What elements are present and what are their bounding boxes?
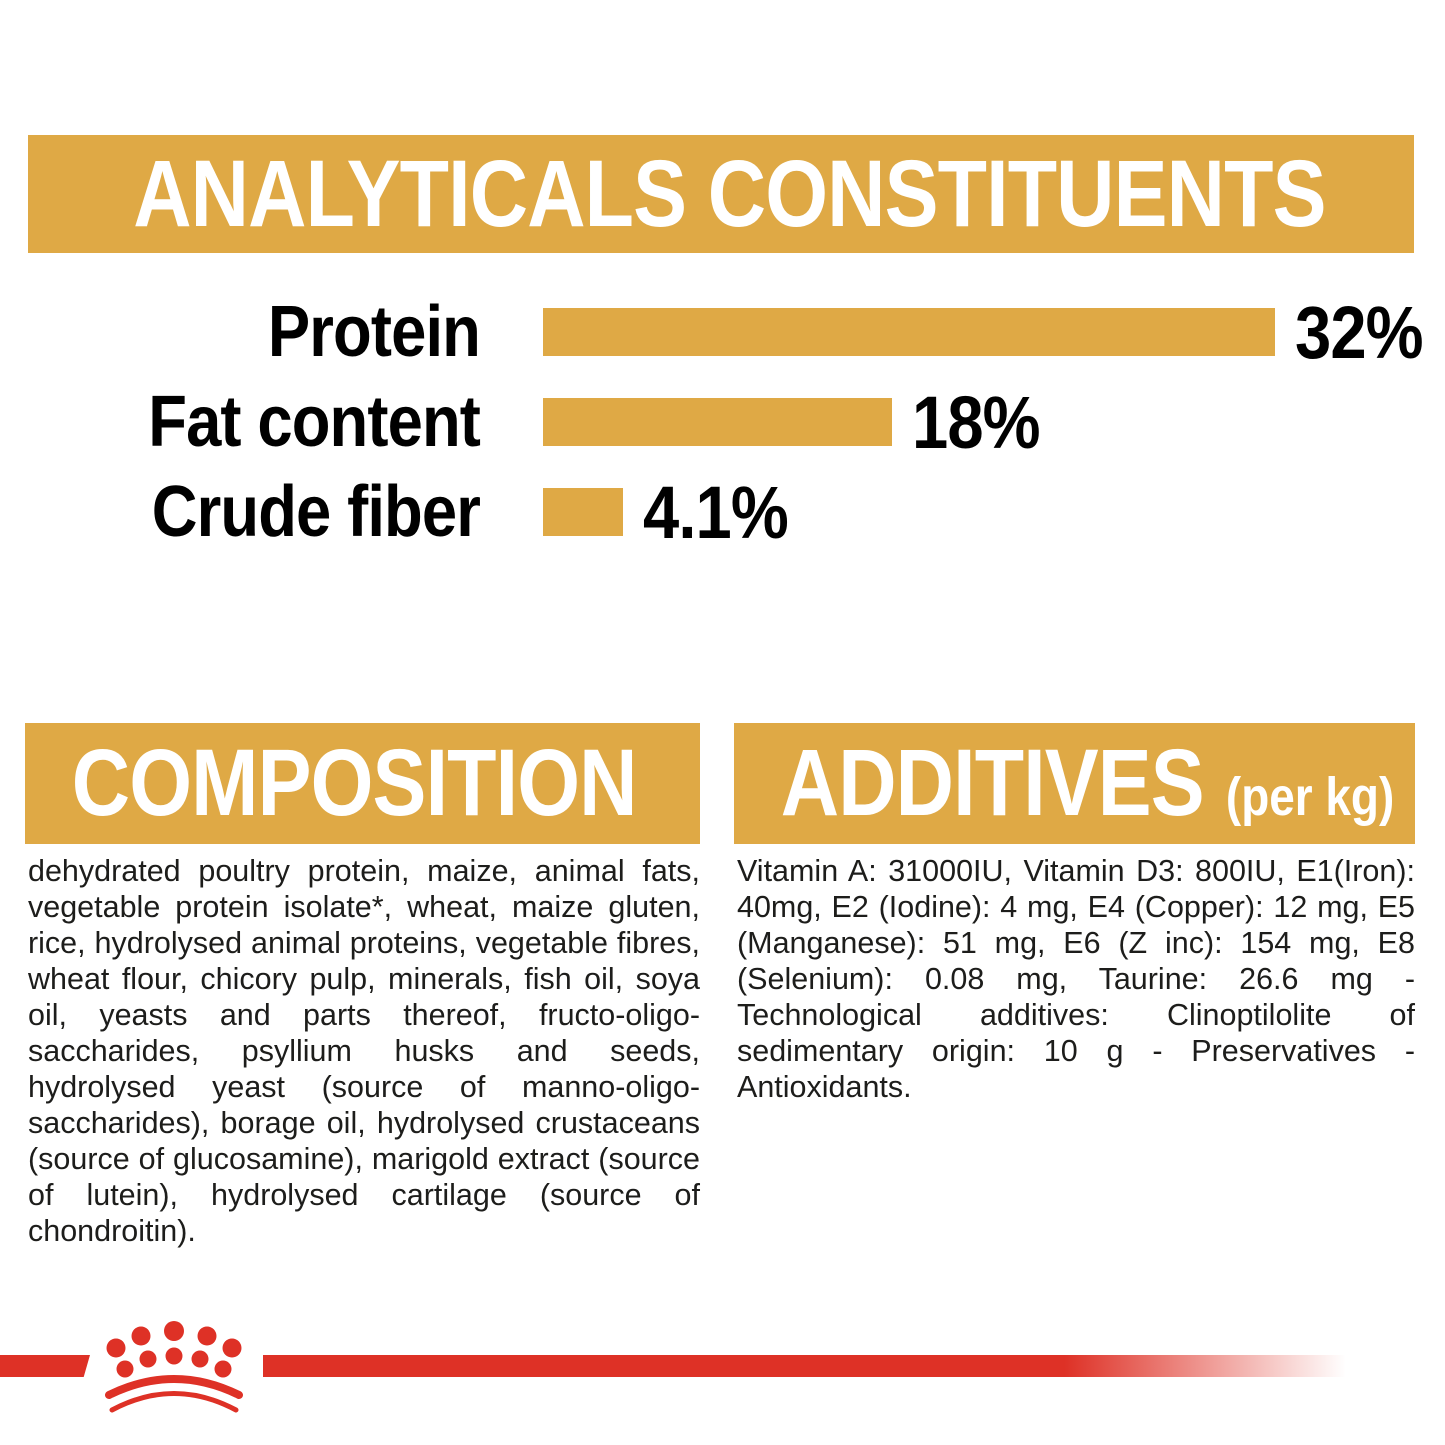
chart-bar bbox=[543, 488, 623, 536]
chart-row: Fat content 18% bbox=[0, 381, 1445, 464]
analyticals-header-banner: ANALYTICALS CONSTITUENTS bbox=[28, 135, 1414, 253]
chart-category-label: Fat content bbox=[148, 382, 481, 462]
brand-stripe-right bbox=[263, 1355, 1346, 1377]
chart-category-label: Crude fiber bbox=[151, 472, 481, 552]
chart-value-label: 18% bbox=[912, 380, 1041, 464]
additives-per-kg-label: (per kg) bbox=[1225, 767, 1395, 827]
additives-banner: ADDITIVES (per kg) bbox=[734, 723, 1415, 844]
chart-row: Protein 32% bbox=[0, 291, 1445, 374]
chart-value-label: 32% bbox=[1295, 290, 1424, 374]
analyticals-chart: Protein 32% Fat content 18% Crude fiber 4.1% bbox=[0, 291, 1445, 578]
royal-canin-crown-icon bbox=[105, 1321, 243, 1413]
additives-heading: ADDITIVES bbox=[780, 730, 1205, 836]
chart-bar bbox=[543, 398, 892, 446]
chart-row: Crude fiber 4.1% bbox=[0, 471, 1445, 554]
analyticals-header-title: ANALYTICALS CONSTITUENTS bbox=[133, 141, 1326, 247]
composition-banner: COMPOSITION bbox=[25, 723, 700, 844]
composition-heading: COMPOSITION bbox=[71, 730, 638, 836]
composition-text: dehydrated poultry protein, maize, anima… bbox=[28, 854, 700, 1248]
chart-category-label: Protein bbox=[267, 292, 481, 372]
chart-value-label: 4.1% bbox=[643, 470, 789, 554]
chart-bar bbox=[543, 308, 1275, 356]
additives-text: Vitamin A: 31000IU, Vitamin D3: 800IU, E… bbox=[737, 854, 1415, 1104]
brand-stripe-left bbox=[0, 1355, 90, 1377]
